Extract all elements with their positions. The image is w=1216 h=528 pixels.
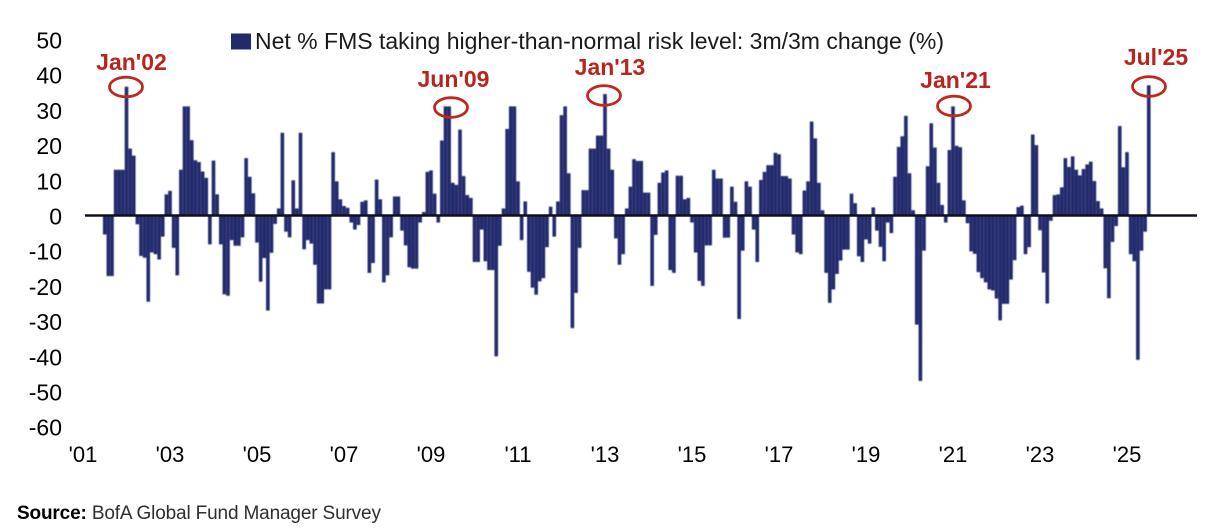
svg-text:'01: '01	[69, 442, 98, 467]
svg-text:'13: '13	[591, 442, 620, 467]
svg-text:Jan'13: Jan'13	[575, 54, 646, 80]
svg-text:0: 0	[49, 204, 62, 230]
svg-text:'09: '09	[417, 442, 446, 467]
svg-text:Source: BofA Global Fund Manag: Source: BofA Global Fund Manager Survey	[17, 503, 381, 524]
svg-text:Jun'09: Jun'09	[418, 66, 490, 92]
svg-text:-40: -40	[29, 344, 62, 370]
svg-text:'11: '11	[504, 442, 531, 467]
svg-text:10: 10	[36, 168, 62, 194]
svg-text:-20: -20	[29, 274, 62, 300]
svg-text:'15: '15	[678, 442, 707, 467]
svg-text:'21: '21	[939, 442, 968, 467]
svg-text:'03: '03	[156, 442, 185, 467]
svg-text:Jul'25: Jul'25	[1124, 44, 1188, 70]
svg-text:Jan'02: Jan'02	[96, 49, 167, 75]
svg-text:-10: -10	[29, 239, 62, 265]
svg-text:'19: '19	[852, 442, 881, 467]
svg-text:'17: '17	[765, 442, 794, 467]
svg-text:50: 50	[36, 28, 62, 54]
svg-text:40: 40	[36, 63, 62, 89]
svg-text:20: 20	[36, 133, 62, 159]
svg-text:'05: '05	[243, 442, 272, 467]
svg-text:Net % FMS taking higher-than-n: Net % FMS taking higher-than-normal risk…	[255, 28, 944, 54]
svg-text:'23: '23	[1026, 442, 1055, 467]
svg-text:Jan'21: Jan'21	[920, 67, 991, 93]
svg-text:'25: '25	[1113, 442, 1142, 467]
svg-text:-30: -30	[29, 309, 62, 335]
svg-text:30: 30	[36, 98, 62, 124]
svg-text:-60: -60	[29, 415, 62, 441]
svg-text:-50: -50	[29, 380, 62, 406]
svg-text:'07: '07	[330, 442, 359, 467]
